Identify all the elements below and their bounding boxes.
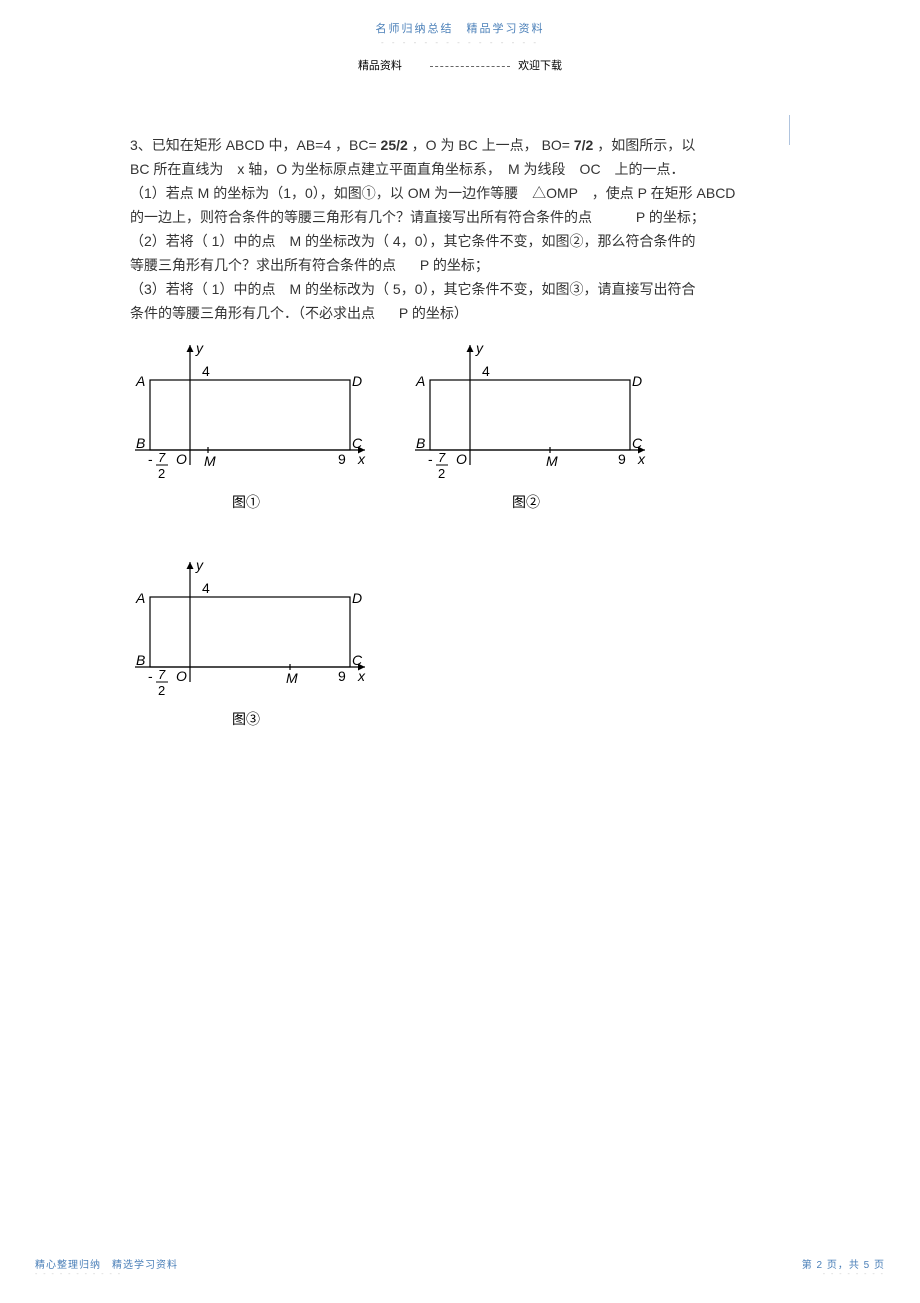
page-header: 名师归纳总结 精品学习资料 - - - - - - - - - - - - - … <box>0 0 920 73</box>
svg-text:图②: 图② <box>512 494 540 510</box>
line5: （2）若将（ 1）中的点 M 的坐标改为（ 4，0），其它条件不变，如图②，那么… <box>130 229 790 253</box>
svg-text:O: O <box>176 451 187 467</box>
svg-text:B: B <box>136 435 145 451</box>
svg-text:A: A <box>135 373 145 389</box>
subheader: 精品资料 欢迎下载 <box>0 57 920 73</box>
content-area: 3、已知在矩形 ABCD 中，AB=4 ，BC= 25/2 ，O 为 BC 上一… <box>130 133 790 739</box>
figures-container: y x A D B C O M 4 9 - 7 2 图① y x <box>130 335 790 739</box>
line2: BC 所在直线为 x 轴，O 为坐标原点建立平面直角坐标系， M 为线段 OC … <box>130 157 790 181</box>
line3: （1）若点 M 的坐标为（1，0），如图①，以 OM 为一边作等腰 △OMP ，… <box>130 181 790 205</box>
footer-left-dots: - - - - - - - - - - - <box>35 1271 178 1278</box>
svg-text:4: 4 <box>482 363 490 379</box>
figure-column-right: y x A D B C O M 4 9 - 7 2 图② <box>410 335 650 739</box>
header-dots: - - - - - - - - - - - - - - - <box>0 38 920 47</box>
svg-text:A: A <box>415 373 425 389</box>
figure-column-left: y x A D B C O M 4 9 - 7 2 图① y x <box>130 335 370 739</box>
svg-text:D: D <box>352 373 362 389</box>
svg-text:y: y <box>195 557 204 573</box>
footer-right-dots: - - - - - - - - <box>802 1271 885 1278</box>
svg-text:2: 2 <box>158 683 165 698</box>
footer-right: 第 2 页，共 5 页 <box>802 1256 885 1271</box>
svg-text:4: 4 <box>202 363 210 379</box>
svg-text:A: A <box>135 590 145 606</box>
svg-text:O: O <box>456 451 467 467</box>
svg-text:x: x <box>357 451 366 467</box>
header-title: 名师归纳总结 精品学习资料 <box>0 20 920 36</box>
figure-3: y x A D B C O M 4 9 - 7 2 图③ <box>130 552 370 739</box>
svg-text:2: 2 <box>158 466 165 481</box>
coordinate-diagram: y x A D B C O M 4 9 - 7 2 图② <box>410 335 650 515</box>
svg-text:O: O <box>176 668 187 684</box>
subheader-right: 欢迎下载 <box>518 57 562 73</box>
svg-text:y: y <box>195 340 204 356</box>
svg-text:4: 4 <box>202 580 210 596</box>
svg-text:图③: 图③ <box>232 711 260 727</box>
svg-text:M: M <box>286 670 298 686</box>
svg-text:C: C <box>352 435 363 451</box>
svg-text:2: 2 <box>438 466 445 481</box>
line7: （3）若将（ 1）中的点 M 的坐标改为（ 5，0），其它条件不变，如图③，请直… <box>130 277 790 301</box>
line6: 等腰三角形有几个？求出所有符合条件的点 P 的坐标； <box>130 253 790 277</box>
svg-text:9: 9 <box>338 451 346 467</box>
problem-text: 3、已知在矩形 ABCD 中，AB=4 ，BC= 25/2 ，O 为 BC 上一… <box>130 133 790 325</box>
svg-text:7: 7 <box>158 450 166 465</box>
svg-text:x: x <box>637 451 646 467</box>
svg-text:C: C <box>632 435 643 451</box>
svg-text:B: B <box>416 435 425 451</box>
margin-line <box>789 115 790 145</box>
svg-text:D: D <box>632 373 642 389</box>
svg-text:-: - <box>428 451 433 467</box>
footer-left-block: 精心整理归纳 精选学习资料 - - - - - - - - - - - <box>35 1256 178 1278</box>
svg-text:C: C <box>352 652 363 668</box>
svg-text:M: M <box>546 453 558 469</box>
svg-text:D: D <box>352 590 362 606</box>
footer-right-block: 第 2 页，共 5 页 - - - - - - - - <box>802 1256 885 1278</box>
svg-text:7: 7 <box>438 450 446 465</box>
coordinate-diagram: y x A D B C O M 4 9 - 7 2 图③ <box>130 552 370 732</box>
dashed-line <box>430 66 510 67</box>
svg-text:B: B <box>136 652 145 668</box>
svg-text:y: y <box>475 340 484 356</box>
svg-text:9: 9 <box>618 451 626 467</box>
svg-text:图①: 图① <box>232 494 260 510</box>
svg-text:9: 9 <box>338 668 346 684</box>
svg-text:-: - <box>148 451 153 467</box>
line4: 的一边上，则符合条件的等腰三角形有几个？请直接写出所有符合条件的点 P 的坐标； <box>130 205 790 229</box>
footer-left: 精心整理归纳 精选学习资料 <box>35 1256 178 1271</box>
svg-text:x: x <box>357 668 366 684</box>
figure-2: y x A D B C O M 4 9 - 7 2 图② <box>410 335 650 522</box>
page-footer: 精心整理归纳 精选学习资料 - - - - - - - - - - - 第 2 … <box>0 1256 920 1278</box>
line8: 条件的等腰三角形有几个．（不必求出点 P 的坐标） <box>130 301 790 325</box>
svg-text:7: 7 <box>158 667 166 682</box>
line1: 3、已知在矩形 ABCD 中，AB=4 ，BC= 25/2 ，O 为 BC 上一… <box>130 133 790 157</box>
subheader-left: 精品资料 <box>358 57 402 73</box>
svg-text:M: M <box>204 453 216 469</box>
svg-text:-: - <box>148 668 153 684</box>
coordinate-diagram: y x A D B C O M 4 9 - 7 2 图① <box>130 335 370 515</box>
figure-1: y x A D B C O M 4 9 - 7 2 图① <box>130 335 370 522</box>
